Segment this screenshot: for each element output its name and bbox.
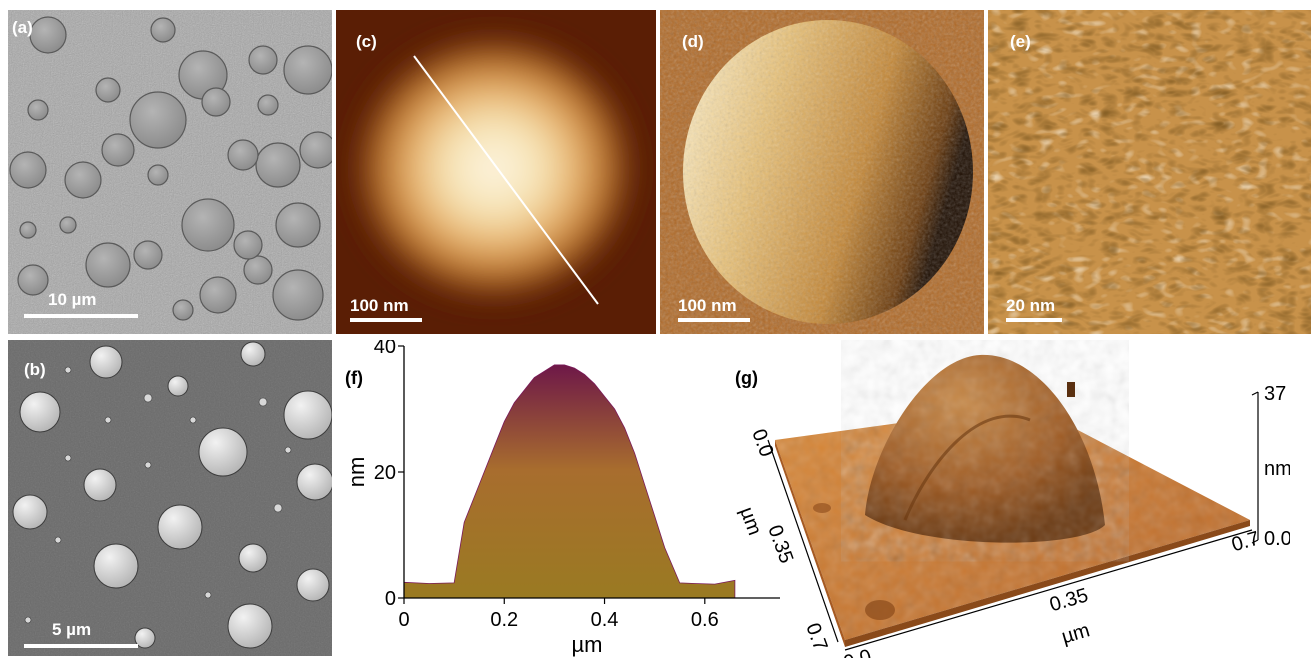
- panel-e-label: (e): [1010, 32, 1031, 51]
- afm-zoom-image: [988, 10, 1311, 334]
- panel-c-afm-height-image: (c) 100 nm: [336, 10, 656, 334]
- height-profile-chart: 0 0.2 0.4 0.6 0 20 40 µm nm: [344, 340, 780, 657]
- x-axis-label: µm: [571, 632, 602, 657]
- panel-a-sem-image: (a) 10 µm: [8, 10, 332, 334]
- y3d-axis-line: [767, 439, 839, 643]
- afm-height-image: [336, 10, 656, 334]
- panel-e-afm-zoom-image: (e) 20 nm: [988, 10, 1311, 334]
- panel-d-afm-phase-image: (d) 100 nm: [660, 10, 984, 334]
- panel-e-scalebar-label: 20 nm: [1006, 296, 1056, 315]
- x3d-tick-07: 0.7: [1229, 527, 1262, 556]
- sem-image-a: [8, 10, 332, 334]
- y-axis-label: nm: [344, 457, 369, 488]
- afm-3d-surface: 37 nm 0.0 0.0 0.35 µm 0.7 0.0 0.35 µm 0.…: [735, 354, 1290, 658]
- panel-b-scalebar-label: 5 µm: [52, 620, 92, 639]
- panel-d-scalebar: [678, 318, 750, 322]
- y3d-tick-035: 0.35: [763, 522, 797, 566]
- sem-image-b: [8, 340, 332, 656]
- x-tick-label: 0.4: [591, 609, 619, 631]
- z-tick-37: 37: [1264, 383, 1286, 405]
- panel-c-scalebar-label: 100 nm: [350, 296, 409, 315]
- y3d-tick-07: 0.7: [801, 620, 831, 654]
- panel-a-label: (a): [12, 18, 33, 37]
- x3d-axis-line: [844, 529, 1253, 651]
- y-tick-label: 40: [374, 340, 396, 358]
- panel-f-label: (f): [345, 368, 363, 388]
- x-tick-label: 0.6: [691, 609, 719, 631]
- x-tick-label: 0.2: [490, 609, 518, 631]
- panel-a-scalebar-label: 10 µm: [48, 290, 97, 309]
- profile-line: [413, 55, 599, 305]
- panel-b-scalebar: [24, 644, 138, 648]
- panel-d-scalebar-label: 100 nm: [678, 296, 737, 315]
- panel-c-label: (c): [356, 32, 377, 51]
- panel-b-sem-image: (b) 5 µm: [8, 340, 332, 656]
- panel-c-scalebar: [350, 318, 422, 322]
- x3d-axis-label: µm: [1059, 619, 1092, 648]
- x3d-tick-035: 0.35: [1047, 584, 1090, 616]
- y-tick-label: 0: [385, 588, 396, 610]
- z-axis-label: nm: [1264, 458, 1290, 480]
- x3d-tick-0: 0.0: [841, 645, 874, 658]
- height-profile-area: [403, 364, 736, 599]
- panel-a-scalebar: [24, 314, 138, 318]
- panel-b-label: (b): [24, 360, 46, 379]
- z-tick-0: 0.0: [1264, 528, 1290, 550]
- panel-d-label: (d): [682, 32, 704, 51]
- y3d-axis-label: µm: [735, 504, 765, 538]
- panel-e-scalebar: [1006, 318, 1062, 322]
- x-tick-label: 0: [398, 609, 409, 631]
- y-tick-label: 20: [374, 462, 396, 484]
- panel-g-label: (g): [735, 368, 758, 388]
- afm-phase-image: [660, 10, 984, 334]
